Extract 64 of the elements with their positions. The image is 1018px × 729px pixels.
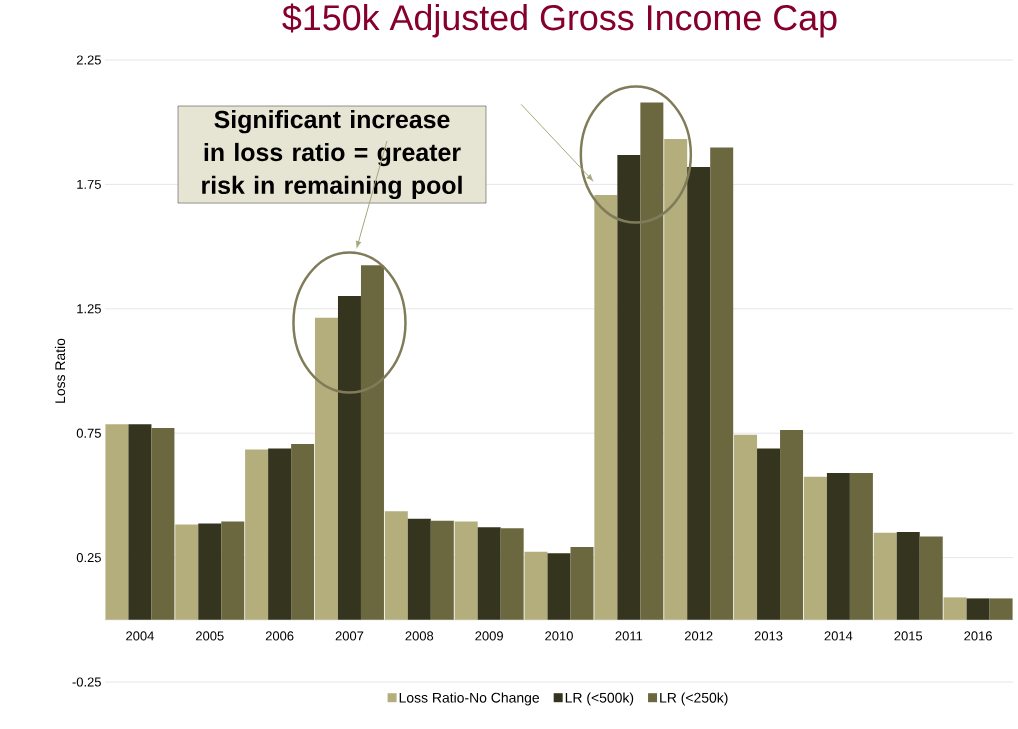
annotation: Significant increase in loss ratio = greater risk in remaining pool — [202, 110, 462, 200]
bar — [524, 551, 548, 620]
bar — [734, 434, 758, 620]
bar — [594, 195, 618, 620]
bar — [943, 597, 967, 620]
bar — [384, 511, 408, 620]
bar — [454, 521, 478, 620]
x-tick-label: 2011 — [615, 631, 643, 641]
bar — [245, 449, 269, 620]
bar — [175, 524, 199, 620]
y-tick-label: 1.25 — [77, 304, 101, 314]
x-tick-label: 2007 — [335, 631, 364, 641]
x-tick-label: 2005 — [196, 631, 224, 641]
x-tick-label: 2012 — [684, 631, 713, 641]
x-tick-label: 2008 — [405, 631, 434, 641]
bar — [430, 520, 454, 620]
bar — [151, 427, 175, 620]
bar — [989, 598, 1013, 620]
x-tick-label: 2016 — [964, 631, 992, 641]
x-tick-label: 2006 — [265, 631, 294, 641]
x-tick-label: 2013 — [754, 631, 783, 641]
bar — [919, 536, 943, 620]
bar — [221, 521, 245, 620]
x-tick-label: 2015 — [894, 631, 923, 641]
bar — [268, 448, 292, 620]
legend-label: LR (<250k) — [660, 692, 728, 706]
bar — [407, 518, 431, 620]
bar — [966, 598, 990, 620]
bar — [826, 473, 850, 620]
bar — [547, 553, 571, 620]
bar — [128, 424, 152, 620]
chart-title: $150k Adjusted Gross Income Cap — [282, 3, 837, 38]
bar — [780, 429, 804, 620]
bar — [849, 473, 873, 620]
y-tick-label: -0.25 — [72, 677, 101, 687]
bar — [873, 532, 897, 620]
bar — [687, 166, 711, 620]
bar — [291, 443, 315, 620]
bar — [710, 147, 734, 620]
y-axis-title: Loss Ratio — [54, 338, 66, 403]
x-tick-label: 2009 — [475, 631, 503, 641]
legend-label: LR (<500k) — [565, 692, 634, 706]
bar — [803, 476, 827, 620]
bar — [570, 546, 594, 620]
bar — [477, 527, 501, 620]
bar — [640, 102, 664, 620]
bar — [500, 528, 524, 620]
bar — [617, 155, 641, 620]
y-tick-label: 2.25 — [76, 55, 101, 65]
bar — [664, 139, 688, 620]
bar — [757, 448, 781, 620]
bar — [896, 531, 920, 620]
y-tick-label: 0.75 — [76, 428, 101, 438]
x-tick-label: 2004 — [126, 631, 154, 641]
bar — [360, 265, 384, 620]
bar — [337, 296, 361, 620]
y-tick-label: 1.75 — [77, 179, 101, 189]
legend-label: Loss Ratio-No Change — [399, 692, 540, 706]
bar — [198, 523, 222, 620]
x-tick-label: 2014 — [824, 631, 853, 641]
x-tick-label: 2010 — [545, 631, 573, 641]
bar — [105, 424, 129, 620]
bar — [314, 317, 338, 620]
y-tick-label: 0.25 — [76, 553, 101, 563]
